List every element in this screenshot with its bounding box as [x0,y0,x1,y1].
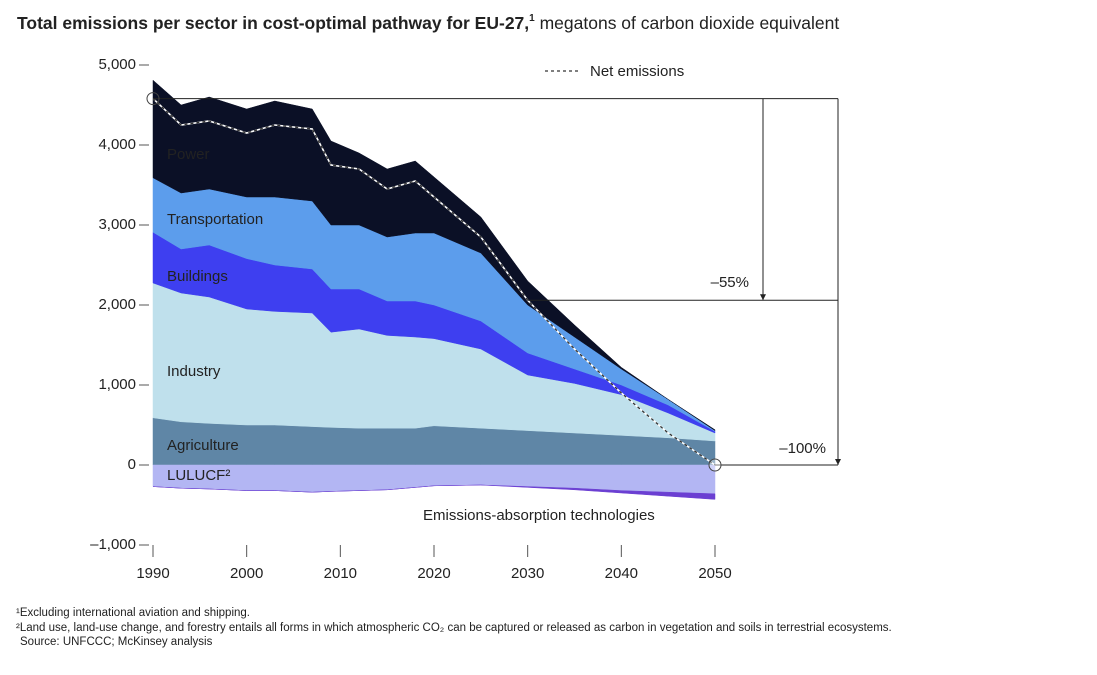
area-label: Emissions-absorption technologies [423,507,655,524]
annotation: –100% [779,440,826,457]
area-label: Power [167,146,210,163]
x-tick-label: 2040 [605,565,638,582]
area-label: Buildings [167,268,228,285]
area [152,484,716,500]
legend-label: Net emissions [590,63,684,80]
x-tick-label: 2020 [417,565,450,582]
area-label: Industry [167,363,221,380]
net-marker [146,92,160,106]
arrow-head [760,294,766,301]
y-tick-label: 1,000 [98,376,136,393]
source: Source: UNFCCC; McKinsey analysis [20,636,213,648]
title-note: 1 [529,13,535,24]
x-tick-label: 2000 [230,565,263,582]
net-line [152,98,716,466]
area [152,79,716,432]
net-marker [708,458,722,472]
footnotes: ¹Excluding international aviation and sh… [16,606,981,650]
y-tick-label: 2,000 [98,296,136,313]
chart-subtitle: megatons of carbon dioxide equivalent [540,13,840,33]
y-tick-label: 5,000 [98,56,136,73]
footnote: ²Land use, land-use change, and forestry… [16,621,892,634]
x-tick-label: 2030 [511,565,544,582]
y-tick-label: 4,000 [98,136,136,153]
annotation: –55% [711,274,749,291]
area-label: Transportation [167,211,263,228]
y-tick-label: 3,000 [98,216,136,233]
y-tick-label: 0 [128,456,136,473]
x-tick-label: 2050 [698,565,731,582]
footnote: ¹Excluding international aviation and sh… [16,607,250,619]
chart-title: Total emissions per sector in cost-optim… [17,13,529,33]
area [152,464,716,495]
arrow-head [835,459,841,465]
area-label: Agriculture [167,437,239,454]
y-tick-label: –1,000 [90,536,136,553]
chart: Total emissions per sector in cost-optim… [17,13,841,582]
chart-title-line: Total emissions per sector in cost-optim… [17,13,839,33]
x-tick-label: 2010 [324,565,357,582]
x-tick-label: 1990 [136,565,169,582]
area-label: LULUCF² [167,467,230,484]
